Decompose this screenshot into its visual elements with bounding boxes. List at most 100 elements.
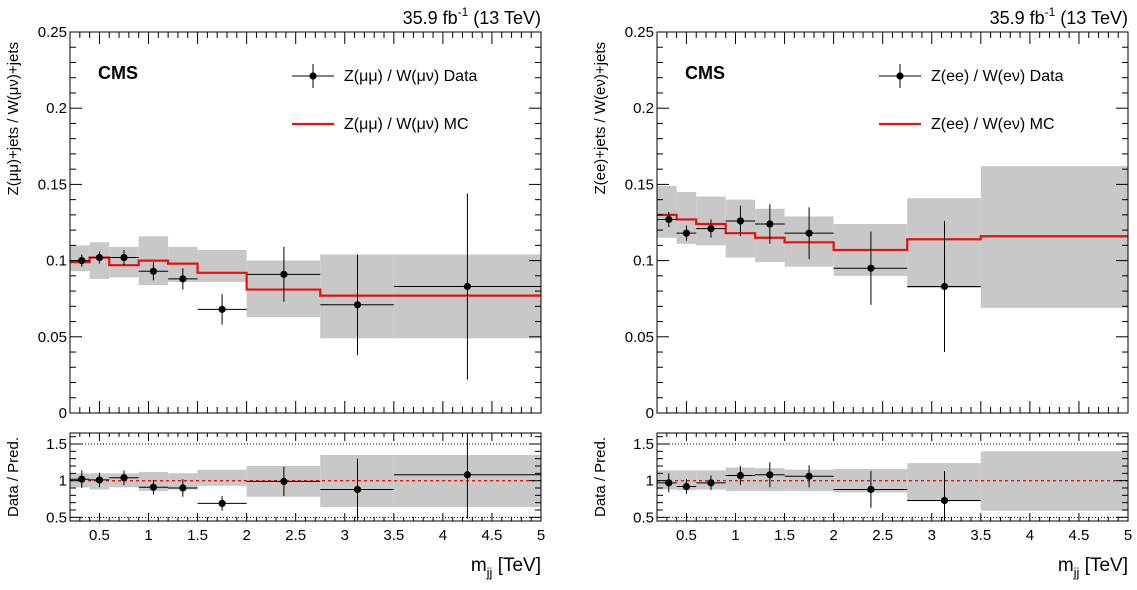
ratio-point <box>463 471 472 479</box>
legend-data-marker <box>896 72 904 80</box>
lumi-prefix: 35.9 fb <box>403 8 458 28</box>
y-tick-label: 0.1 <box>46 253 67 270</box>
ratio-y-tick-label: 0.5 <box>633 509 654 526</box>
x-tick-label: 2 <box>242 527 250 544</box>
x-axis-label-main: m <box>471 555 487 576</box>
x-tick-label: 4.5 <box>482 527 503 544</box>
x-tick-label: 3.5 <box>383 527 404 544</box>
ratio-point <box>766 471 774 479</box>
y-tick-label: 0.05 <box>38 329 67 346</box>
ratio-point <box>95 476 104 484</box>
y-tick-label: 0.1 <box>633 253 654 270</box>
x-tick-label: 1 <box>731 527 739 544</box>
ratio-y-tick-label: 1 <box>59 473 67 490</box>
x-tick-label: 2.5 <box>285 527 306 544</box>
uncertainty-band <box>197 249 247 282</box>
x-tick-label: 0.5 <box>89 527 110 544</box>
ratio-point <box>867 485 875 494</box>
x-tick-label: 1 <box>144 527 152 544</box>
ratio-point <box>707 479 715 487</box>
ratio-point <box>736 471 745 480</box>
legend-entry-mc: Z(μμ) / W(μν) MC <box>344 116 469 133</box>
x-tick-label: 3.5 <box>970 527 991 544</box>
y-tick-label: 0.2 <box>46 100 67 117</box>
ratio-point <box>940 496 949 505</box>
x-tick-label: 1.5 <box>187 527 208 544</box>
data-point <box>682 229 691 237</box>
plot-frame <box>69 31 542 414</box>
x-axis-label-unit: [TeV] <box>492 555 541 576</box>
data-point <box>149 267 158 275</box>
ratio-point <box>78 475 86 483</box>
x-axis-label-sub: jj <box>1073 565 1080 580</box>
y-tick-label: 0.25 <box>38 24 67 41</box>
ratio-uncertainty-band <box>197 469 247 486</box>
lumi-label: 35.9 fb-1 (13 TeV) <box>403 5 541 28</box>
x-tick-label: 1.5 <box>774 527 795 544</box>
y-axis-label: Z(ee)+jets / W(eν)+jets <box>592 42 609 195</box>
lumi-superscript: -1 <box>1045 5 1056 19</box>
y-tick-label: 0.15 <box>38 176 67 193</box>
ratio-point <box>280 477 288 485</box>
data-point <box>665 215 673 224</box>
ratio-y-axis-label: Data / Pred. <box>5 437 22 517</box>
ratio-y-tick-label: 1.5 <box>46 436 67 453</box>
ratio-point <box>218 499 226 507</box>
data-point <box>805 229 813 237</box>
legend-entry-mc: Z(ee) / W(eν) MC <box>931 116 1055 133</box>
x-tick-label: 5 <box>537 527 545 544</box>
ratio-point <box>120 474 128 482</box>
y-tick-label: 0.25 <box>625 24 654 41</box>
y-tick-label: 0 <box>646 405 654 422</box>
data-point <box>940 282 949 291</box>
legend-entry-data: Z(μμ) / W(μν) Data <box>344 68 478 85</box>
x-tick-label: 0.5 <box>676 527 697 544</box>
data-point <box>280 270 288 278</box>
data-point <box>736 217 745 225</box>
ratio-point <box>805 472 813 480</box>
data-point <box>353 301 362 309</box>
lumi-prefix: 35.9 fb <box>990 8 1045 28</box>
data-point <box>707 224 715 233</box>
x-tick-label: 4 <box>439 527 447 544</box>
x-axis-label-sub: jj <box>486 565 493 580</box>
x-axis-label: mjj [TeV] <box>471 555 541 580</box>
cms-label: CMS <box>685 63 725 83</box>
ratio-frame <box>656 432 1129 522</box>
ratio-point <box>149 483 158 491</box>
legend-data-marker <box>309 72 317 80</box>
ratio-y-tick-label: 1.5 <box>633 436 654 453</box>
ratio-y-tick-label: 0.5 <box>46 509 67 526</box>
data-point <box>867 264 875 272</box>
cms-label: CMS <box>98 63 138 83</box>
data-point <box>179 275 187 283</box>
lumi-superscript: -1 <box>458 5 469 19</box>
ratio-y-axis-label: Data / Pred. <box>592 437 609 517</box>
lumi-suffix: (13 TeV) <box>468 8 541 28</box>
uncertainty-band <box>657 185 677 238</box>
data-point <box>218 305 226 313</box>
y-tick-label: 0.15 <box>625 176 654 193</box>
x-tick-label: 4 <box>1026 527 1034 544</box>
x-axis-label-unit: [TeV] <box>1079 555 1128 576</box>
x-tick-label: 4.5 <box>1069 527 1090 544</box>
x-tick-label: 2.5 <box>872 527 893 544</box>
x-tick-label: 2 <box>829 527 837 544</box>
uncertainty-band <box>676 192 697 244</box>
lumi-suffix: (13 TeV) <box>1055 8 1128 28</box>
ratio-point <box>682 482 691 491</box>
y-axis-label: Z(μμ)+jets / W(μν)+jets <box>5 42 22 195</box>
chart-panel-left: 0 0.05 0.1 0.15 0.2 0.25 CMS 35.9 fb-1 (13 TeV)… <box>5 5 545 580</box>
data-point <box>120 253 128 262</box>
x-tick-label: 5 <box>1124 527 1132 544</box>
legend-entry-data: Z(ee) / W(eν) Data <box>931 68 1064 85</box>
x-axis-label-main: m <box>1058 555 1074 576</box>
data-point <box>463 282 472 291</box>
chart-panel-right: 0 0.05 0.1 0.15 0.2 0.25 CMS 35.9 fb-1 (13 TeV)… <box>592 5 1132 580</box>
x-tick-label: 3 <box>341 527 349 544</box>
ratio-frame <box>69 432 542 522</box>
y-tick-label: 0.05 <box>625 329 654 346</box>
y-tick-label: 0 <box>59 405 67 422</box>
y-tick-label: 0.2 <box>633 100 654 117</box>
ratio-point <box>353 485 362 494</box>
